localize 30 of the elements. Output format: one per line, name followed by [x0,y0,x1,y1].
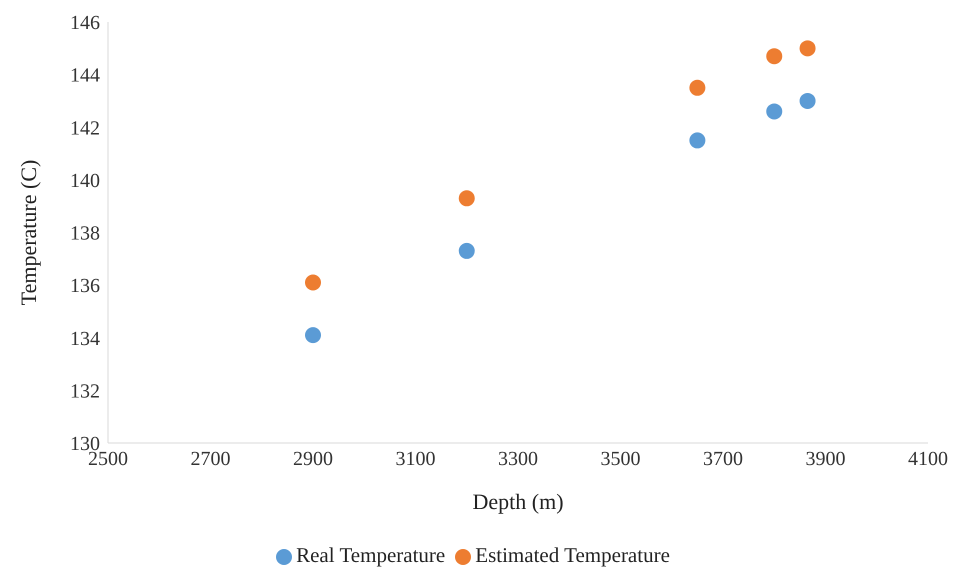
legend-label: Real Temperature [296,543,446,567]
x-tick-label: 2900 [293,448,333,470]
point [305,327,321,344]
point [305,274,321,290]
y-tick-label: 146 [70,12,100,34]
x-tick-label: 3300 [498,448,538,470]
point [766,103,782,120]
y-tick-label: 134 [70,328,100,350]
x-tick-label: 3500 [600,448,640,470]
x-tick-label: 4100 [908,448,948,470]
x-tick-label: 3900 [806,448,846,470]
x-tick-label: 3100 [396,448,436,470]
x-axis-title: Depth (m) [472,489,564,514]
y-tick-label: 140 [70,170,100,192]
y-tick-label: 138 [70,222,100,245]
y-tick-label: 132 [70,380,100,402]
point [766,48,782,64]
y-axis-title: Temperature (C) [16,160,41,306]
point [458,242,475,259]
x-tick-label: 3700 [703,448,743,470]
point [800,92,816,109]
point [689,132,706,148]
x-tick-label: 2700 [190,448,230,470]
point [800,40,816,56]
y-tick-label: 142 [70,117,100,140]
point [689,80,706,96]
y-tick-label: 136 [70,275,100,298]
point [458,190,475,206]
y-tick-label: 144 [70,64,100,87]
legend-label: Estimated Temperature [475,543,670,567]
